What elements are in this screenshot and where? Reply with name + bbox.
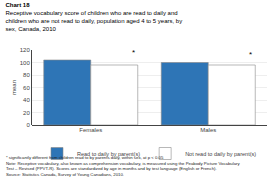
svg-text:120: 120 [20, 47, 31, 53]
svg-text:* significantly different from: * significantly different from children … [6, 155, 241, 177]
svg-text:80: 80 [23, 72, 30, 78]
svg-text:0: 0 [26, 122, 30, 128]
svg-text:Males: Males [200, 127, 216, 133]
svg-text:Not read to daily by parent(s): Not read to daily by parent(s) [185, 151, 256, 157]
svg-text:100: 100 [20, 60, 31, 66]
svg-text:mean: mean [11, 80, 17, 95]
svg-text:Chart 18Receptive vocabulary s: Chart 18Receptive vocabulary score of ch… [6, 2, 183, 31]
svg-text:*: * [249, 50, 252, 59]
svg-text:Females: Females [79, 127, 102, 133]
svg-text:20: 20 [23, 110, 30, 116]
svg-text:*: * [132, 48, 135, 57]
svg-text:40: 40 [23, 97, 30, 103]
svg-text:Read to daily by parent(s): Read to daily by parent(s) [77, 151, 140, 157]
svg-text:60: 60 [23, 85, 30, 91]
